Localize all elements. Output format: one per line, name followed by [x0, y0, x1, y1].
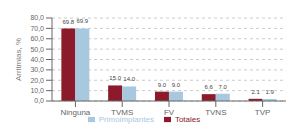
svg-text:30,0: 30,0	[30, 66, 44, 73]
svg-text:15.0: 15.0	[109, 75, 121, 81]
svg-text:Arritmias, %: Arritmias, %	[14, 38, 23, 81]
svg-text:6.6: 6.6	[205, 84, 214, 90]
svg-text:40,0: 40,0	[30, 56, 44, 63]
svg-text:69.8: 69.8	[63, 19, 75, 25]
svg-text:80,0: 80,0	[30, 14, 44, 21]
svg-text:10,0: 10,0	[30, 87, 44, 94]
svg-text:TVMS: TVMS	[111, 108, 133, 117]
svg-text:Ninguna: Ninguna	[60, 108, 90, 117]
svg-text:1.9: 1.9	[265, 89, 274, 95]
html-text:Primoimplantes: Primoimplantes	[98, 115, 154, 124]
svg-text:TVP: TVP	[255, 108, 271, 117]
svg-text:60,0: 60,0	[30, 35, 44, 42]
svg-text:7.0: 7.0	[219, 84, 228, 90]
svg-text:FV: FV	[164, 108, 175, 117]
svg-text:70,0: 70,0	[30, 25, 44, 32]
svg-text:0,0: 0,0	[34, 97, 44, 104]
html-text:Totales: Totales	[174, 115, 201, 124]
svg-text:69.9: 69.9	[77, 18, 89, 24]
svg-text:9.0: 9.0	[158, 82, 167, 88]
svg-text:20,0: 20,0	[30, 77, 44, 84]
svg-text:14.0: 14.0	[123, 76, 135, 82]
svg-text:TVNS: TVNS	[205, 108, 226, 117]
svg-text:9.0: 9.0	[172, 82, 181, 88]
svg-text:2.1: 2.1	[251, 89, 260, 95]
svg-text:50,0: 50,0	[30, 46, 44, 53]
